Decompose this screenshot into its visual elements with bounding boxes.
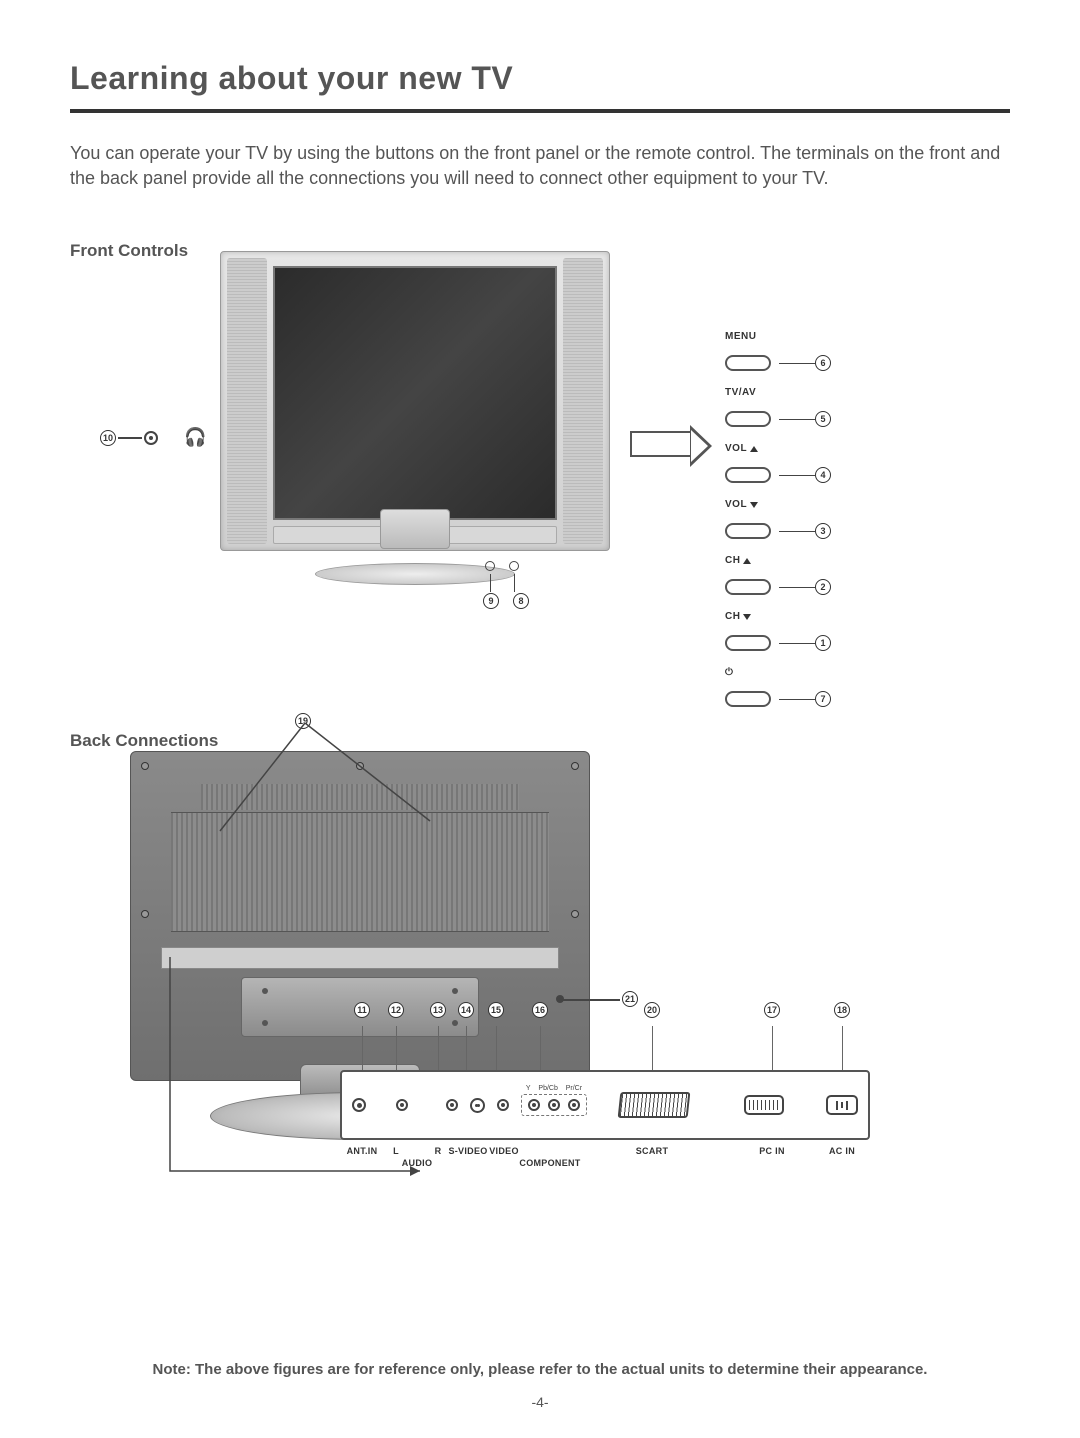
side-buttons-diagram: MENU 6 TV/AV 5 VOL 4 VOL 3 CH 2 CH 1 ⏻ 7 <box>725 331 831 723</box>
btn-label-chup: CH <box>725 555 831 566</box>
under-tv-ports <box>485 561 519 571</box>
label-audio-l: L <box>393 1146 399 1156</box>
page-title: Learning about your new TV <box>70 60 1010 97</box>
chup-button-icon <box>725 579 771 595</box>
rear-connector-panel: YPb/CbPr/Cr <box>340 1070 870 1140</box>
speaker-right-icon <box>563 258 603 544</box>
label-pcin: PC IN <box>759 1146 785 1156</box>
label-component: COMPONENT <box>519 1158 580 1168</box>
ac-in-port-icon <box>826 1095 858 1115</box>
btn-label-voldown: VOL <box>725 499 831 510</box>
scart-port-icon <box>618 1092 691 1118</box>
callout-4: 4 <box>815 467 831 483</box>
pc-in-port-icon <box>744 1095 784 1115</box>
callout-16: 16 <box>532 1002 548 1018</box>
callout-18: 18 <box>834 1002 850 1018</box>
voldown-button-icon <box>725 523 771 539</box>
front-controls-label: Front Controls <box>70 241 188 261</box>
rear-panel-callouts: 11 12 13 14 15 16 20 17 18 <box>340 1002 870 1070</box>
callout-17: 17 <box>764 1002 780 1018</box>
btn-label-power: ⏻ <box>725 667 831 678</box>
callout-12: 12 <box>388 1002 404 1018</box>
menu-button-icon <box>725 355 771 371</box>
arrow-icon <box>630 431 690 462</box>
label-svideo: S-VIDEO <box>448 1146 487 1156</box>
video-port-icon <box>497 1099 509 1111</box>
page-number: -4- <box>0 1394 1080 1410</box>
label-antin: ANT.IN <box>347 1146 378 1156</box>
label-video: VIDEO <box>489 1146 519 1156</box>
callout-11: 11 <box>354 1002 370 1018</box>
title-rule <box>70 109 1010 113</box>
label-audio: AUDIO <box>402 1158 433 1168</box>
footnote: Note: The above figures are for referenc… <box>70 1361 1010 1378</box>
component-pr-icon <box>568 1099 580 1111</box>
btn-label-volup: VOL <box>725 443 831 454</box>
callout-19-lines <box>130 721 590 921</box>
headphone-jack-icon <box>144 431 158 445</box>
callout-10: 10 <box>100 430 116 446</box>
chdown-button-icon <box>725 635 771 651</box>
btn-label-tvav: TV/AV <box>725 387 831 398</box>
volup-button-icon <box>725 467 771 483</box>
tvav-button-icon <box>725 411 771 427</box>
front-controls-figure: Front Controls 10 🎧 9 8 MENU 6 TV/ <box>70 241 1010 671</box>
btn-label-chdown: CH <box>725 611 831 622</box>
audio-l-port-icon <box>396 1099 408 1111</box>
callout-6: 6 <box>815 355 831 371</box>
callout-9: 9 <box>483 593 499 609</box>
label-audio-r: R <box>435 1146 442 1156</box>
component-ports-group: YPb/CbPr/Cr <box>521 1094 587 1116</box>
audio-r-port-icon <box>446 1099 458 1111</box>
speaker-left-icon <box>227 258 267 544</box>
callout-8: 8 <box>513 593 529 609</box>
callout-14: 14 <box>458 1002 474 1018</box>
svideo-port-icon <box>470 1098 485 1113</box>
callout-3: 3 <box>815 523 831 539</box>
screen-icon <box>273 266 557 520</box>
tv-front-diagram <box>220 251 610 581</box>
component-y-icon <box>528 1099 540 1111</box>
label-acin: AC IN <box>829 1146 855 1156</box>
callout-20: 20 <box>644 1002 660 1018</box>
callout-2: 2 <box>815 579 831 595</box>
callout-1: 1 <box>815 635 831 651</box>
headphone-callout: 10 🎧 <box>100 427 206 448</box>
ant-in-port-icon <box>352 1098 366 1112</box>
callout-5: 5 <box>815 411 831 427</box>
label-scart: SCART <box>636 1146 669 1156</box>
callout-15: 15 <box>488 1002 504 1018</box>
intro-paragraph: You can operate your TV by using the but… <box>70 141 1010 191</box>
callout-13: 13 <box>430 1002 446 1018</box>
headphone-icon: 🎧 <box>184 427 206 448</box>
btn-label-menu: MENU <box>725 331 831 342</box>
component-pb-icon <box>548 1099 560 1111</box>
